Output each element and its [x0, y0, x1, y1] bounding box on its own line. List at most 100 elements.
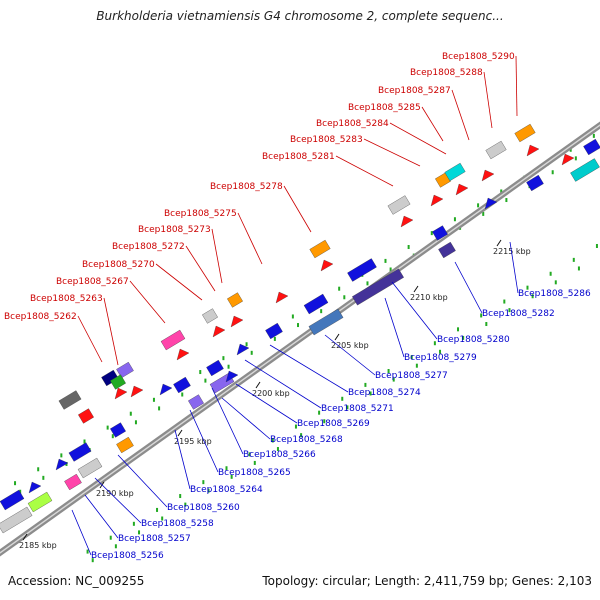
tick-dot — [505, 198, 508, 203]
gene-block — [0, 489, 25, 511]
tick-dot — [184, 502, 187, 507]
tick-dot — [323, 419, 326, 424]
gene-arrow — [114, 387, 128, 400]
gene-block — [309, 239, 331, 259]
gene-label-bottom: Bcep1808_5282 — [482, 309, 555, 319]
gene-block — [206, 359, 224, 377]
tick-dot — [60, 453, 63, 458]
gene-block — [444, 162, 466, 182]
label-leader-line — [421, 106, 444, 142]
tick-dot — [199, 370, 202, 375]
label-leader-line — [454, 261, 483, 314]
gene-label-bottom: Bcep1808_5256 — [91, 551, 164, 561]
label-leader-line — [94, 477, 142, 524]
tick-dot — [531, 294, 534, 299]
tick-dot — [482, 211, 485, 216]
tick-dot — [508, 308, 511, 313]
tick-dot — [276, 447, 279, 452]
gene-label-bottom: Bcep1808_5280 — [437, 335, 510, 345]
tick-dot — [485, 322, 488, 327]
tick-dot — [91, 558, 94, 563]
label-leader-line — [509, 241, 519, 294]
tick-dot — [132, 521, 135, 526]
gene-label-bottom: Bcep1808_5265 — [218, 468, 291, 478]
gene-label-top: Bcep1808_5290 — [442, 52, 515, 62]
tick-dot — [111, 434, 114, 439]
gene-arrow — [320, 259, 334, 272]
tick-dot — [222, 356, 225, 361]
label-leader-line — [174, 429, 191, 490]
gene-block — [116, 436, 134, 454]
tick-dot — [387, 369, 390, 374]
tick-dot — [346, 405, 349, 410]
tick-dot — [577, 266, 580, 271]
gene-label-top: Bcep1808_5262 — [4, 312, 77, 322]
tick-dot — [477, 203, 480, 208]
gene-arrow — [225, 370, 239, 383]
tick-dot — [384, 258, 387, 263]
gene-block — [227, 292, 243, 308]
gene-block — [110, 422, 126, 438]
label-leader-line — [117, 454, 168, 508]
tick-dot — [227, 364, 230, 369]
tick-dot — [569, 147, 572, 152]
tick-dot — [179, 494, 182, 499]
gene-block — [58, 390, 82, 410]
gene-label-top: Bcep1808_5275 — [164, 209, 237, 219]
label-leader-line — [324, 334, 376, 376]
tick-dot — [161, 516, 164, 521]
tick-dot — [392, 377, 395, 382]
label-leader-line — [244, 359, 322, 409]
gene-block — [432, 225, 448, 241]
tick-dot — [300, 433, 303, 438]
gene-block — [526, 174, 544, 192]
tick-dot — [410, 355, 413, 360]
gene-label-bottom: Bcep1808_5266 — [243, 450, 316, 460]
gene-arrow — [455, 183, 469, 196]
label-leader-line — [237, 212, 263, 265]
scale-tick-mark — [255, 381, 261, 389]
gene-label-top: Bcep1808_5283 — [290, 135, 363, 145]
tick-dot — [248, 452, 251, 457]
label-leader-line — [211, 228, 223, 284]
gene-label-top: Bcep1808_5267 — [56, 277, 129, 287]
gene-label-top: Bcep1808_5285 — [348, 103, 421, 113]
gene-block — [110, 374, 126, 390]
tick-dot — [430, 231, 433, 236]
gene-arrow — [275, 291, 289, 304]
tick-dot — [369, 391, 372, 396]
gene-block — [160, 329, 186, 351]
gene-arrow — [212, 325, 226, 338]
tick-dot — [338, 286, 341, 291]
gene-block — [116, 361, 134, 379]
tick-dot — [271, 438, 274, 443]
gene-block — [583, 138, 600, 156]
gene-arrow — [430, 194, 444, 207]
tick-dot — [592, 133, 595, 138]
tick-dot — [250, 350, 253, 355]
gene-block — [265, 322, 283, 340]
gene-label-bottom: Bcep1808_5268 — [270, 435, 343, 445]
tick-dot — [415, 363, 418, 368]
tick-dot — [364, 382, 367, 387]
scale-tick-label: 2185 kbp — [19, 541, 57, 550]
gene-arrow — [526, 144, 540, 157]
gene-arrow — [176, 348, 190, 361]
tick-dot — [14, 481, 17, 486]
tick-dot — [453, 217, 456, 222]
gene-arrow — [230, 315, 244, 328]
gene-label-bottom: Bcep1808_5258 — [141, 519, 214, 529]
gene-block — [27, 491, 53, 513]
tick-dot — [407, 245, 410, 250]
tick-dot — [129, 411, 132, 416]
label-leader-line — [155, 263, 203, 301]
tick-dot — [366, 281, 369, 286]
gene-arrow — [130, 385, 144, 398]
tick-dot — [273, 336, 276, 341]
tick-dot — [204, 378, 207, 383]
scale-tick-mark — [413, 285, 419, 293]
gene-label-top: Bcep1808_5273 — [138, 225, 211, 235]
scale-tick-label: 2200 kbp — [252, 389, 290, 398]
gene-block — [514, 123, 536, 143]
